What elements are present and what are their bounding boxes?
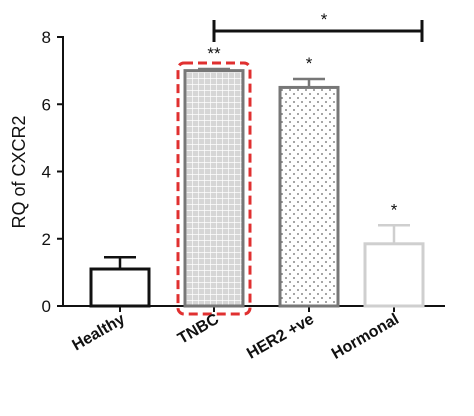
comparison-significance-label: * [321,10,328,29]
significance-label: * [391,200,398,219]
bar [183,69,245,308]
y-tick-label: 0 [42,297,51,316]
highlight-box [176,61,252,316]
y-tick-label: 2 [42,230,51,249]
significance-label: * [306,54,313,73]
y-tick-label: 4 [42,163,51,182]
category-label: HER2 +ve [244,311,317,363]
category-label: TNBC [175,311,222,348]
y-axis-label: RQ of CXCR2 [9,115,29,228]
y-tick-label: 6 [42,95,51,114]
bar [89,267,151,308]
category-label: Healthy [69,311,128,355]
bar [363,242,425,308]
y-tick-label: 8 [42,28,51,47]
significance-label: ** [207,44,221,63]
category-label: Hormonal [329,311,402,363]
bar [278,85,340,308]
